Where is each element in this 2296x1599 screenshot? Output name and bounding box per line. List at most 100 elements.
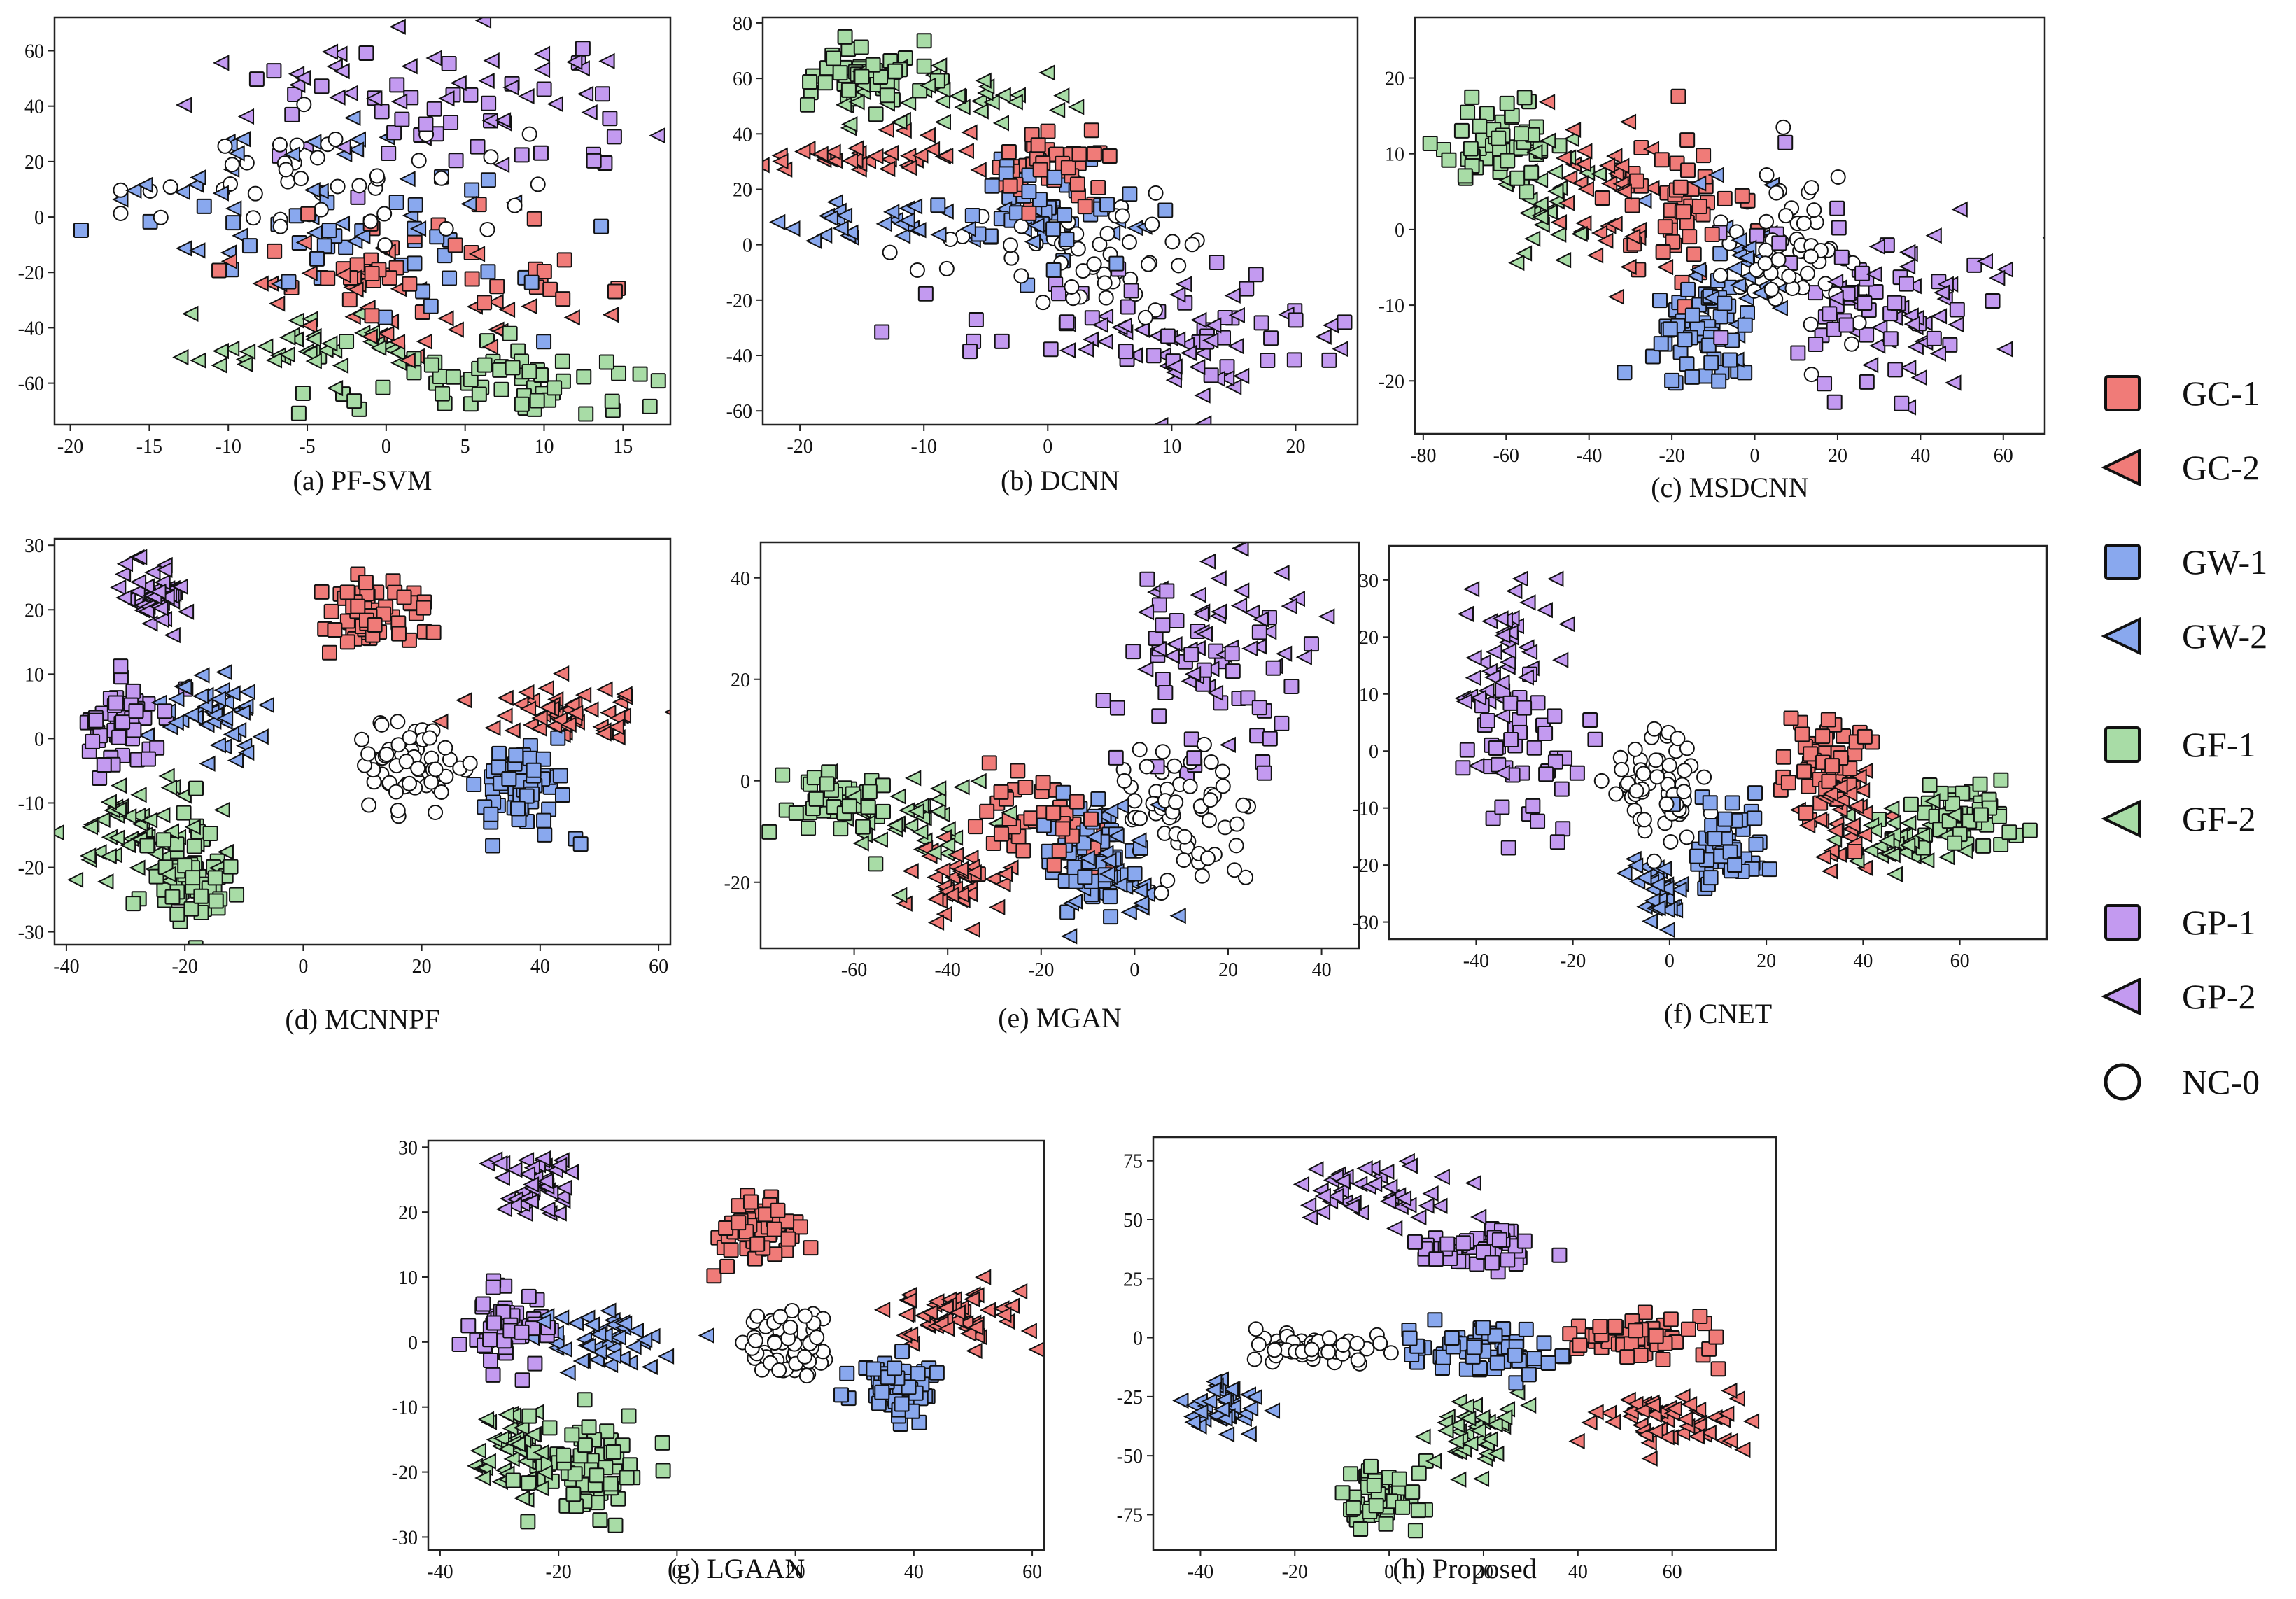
point-gf-1 — [477, 357, 493, 373]
point-gp-2 — [1467, 757, 1485, 775]
point-gc-2 — [1575, 156, 1591, 173]
point-gc-1 — [396, 589, 412, 605]
point-gf-1 — [799, 97, 815, 113]
point-gp-2 — [1506, 582, 1523, 600]
point-gc-2 — [1728, 1390, 1745, 1407]
point-gw-2 — [460, 195, 477, 212]
point-gc-1 — [1717, 190, 1733, 206]
point-gc-1 — [1691, 198, 1707, 214]
point-gc-1 — [1676, 204, 1692, 220]
point-gp-2 — [566, 54, 583, 71]
point-nc-0 — [1202, 812, 1218, 829]
y-tick-label: 30 — [24, 535, 44, 557]
point-gf-2 — [239, 343, 256, 360]
point-gc-2 — [1656, 259, 1674, 276]
point-nc-0 — [1176, 852, 1192, 868]
point-gw-2 — [1616, 865, 1633, 882]
y-tick-label: 75 — [1123, 1151, 1143, 1173]
point-gp-2 — [1232, 542, 1249, 557]
point-gc-2 — [995, 1306, 1012, 1323]
point-gc-2 — [1641, 1450, 1658, 1467]
point-nc-0 — [1153, 885, 1169, 901]
point-gp-2 — [1250, 638, 1267, 655]
point-gf-2 — [184, 819, 201, 836]
legend-item-gf-2: GF-2 — [2101, 799, 2256, 838]
point-gf-2 — [513, 1419, 530, 1436]
point-gw-2 — [657, 1348, 675, 1365]
point-gc-1 — [1045, 805, 1062, 821]
points-group — [763, 29, 1353, 425]
point-gp-2 — [1381, 1178, 1398, 1195]
point-gf-2 — [129, 859, 146, 876]
point-gc-2 — [772, 153, 789, 170]
point-nc-0 — [376, 206, 393, 222]
panel-title: (f) CNET — [1664, 998, 1772, 1029]
point-gf-1 — [445, 369, 461, 385]
point-gc-1 — [979, 803, 995, 819]
point-nc-0 — [1246, 1351, 1262, 1367]
point-gp-2 — [1989, 269, 2006, 286]
point-nc-0 — [797, 1308, 813, 1324]
x-tick-label: 10 — [534, 436, 554, 458]
point-gp-1 — [1587, 731, 1603, 747]
point-gp-2 — [331, 45, 348, 62]
point-nc-0 — [293, 171, 309, 187]
point-gf-2 — [477, 1411, 495, 1428]
point-gf-2 — [172, 348, 189, 366]
point-gp-2 — [533, 62, 551, 78]
point-gp-2 — [518, 87, 535, 105]
point-nc-0 — [296, 97, 312, 113]
point-nc-0 — [1648, 752, 1664, 768]
point-gw-1 — [554, 787, 570, 803]
point-gf-2 — [509, 1436, 526, 1453]
point-gf-1 — [1411, 1465, 1427, 1481]
point-gw-2 — [1658, 901, 1675, 919]
point-gw-2 — [894, 227, 911, 244]
point-gp-2 — [1194, 387, 1211, 404]
point-gp-2 — [1500, 654, 1516, 670]
point-gp-2 — [493, 157, 510, 174]
point-gf-2 — [1068, 99, 1085, 115]
point-gc-2 — [1831, 778, 1848, 795]
point-gf-2 — [1924, 793, 1941, 810]
point-gf-1 — [655, 1463, 671, 1479]
plot-frame — [759, 541, 1360, 950]
y-tick-label: -20 — [18, 262, 44, 284]
point-nc-0 — [1796, 216, 1812, 232]
point-gp-1 — [386, 125, 402, 141]
legend-item-gw-2: GW-2 — [2101, 617, 2267, 656]
point-gw-1 — [535, 751, 551, 767]
point-nc-0 — [1778, 208, 1794, 224]
point-gw-1 — [281, 274, 297, 290]
legend-item-gw-1: GW-1 — [2104, 542, 2267, 582]
point-gp-1 — [1894, 395, 1910, 411]
point-gp-2 — [1244, 604, 1260, 621]
point-gw-2 — [910, 222, 927, 239]
point-gp-2 — [289, 76, 306, 93]
point-gp-2 — [425, 50, 442, 66]
panel-title: (b) DCNN — [1001, 465, 1120, 496]
point-gp-1 — [1555, 821, 1571, 837]
point-gp-2 — [116, 556, 134, 572]
x-tick-label: -60 — [841, 959, 867, 981]
point-nc-0 — [1267, 1342, 1283, 1358]
point-gf-1 — [1519, 184, 1535, 200]
y-tick-label: -40 — [726, 346, 752, 367]
point-gp-1 — [1949, 302, 1965, 318]
point-gf-1 — [1472, 118, 1488, 134]
point-gf-2 — [954, 99, 971, 115]
point-gp-2 — [333, 62, 350, 80]
point-gc-2 — [902, 863, 919, 880]
point-gp-2 — [1866, 266, 1882, 283]
x-tick-label: 20 — [1218, 959, 1238, 981]
point-gf-2 — [949, 87, 966, 104]
point-gc-2 — [1647, 1423, 1663, 1440]
point-gc-2 — [1841, 785, 1858, 803]
point-gc-2 — [388, 334, 406, 351]
point-gc-1 — [211, 262, 227, 279]
y-tick-label: 0 — [408, 1332, 418, 1354]
point-gp-2 — [550, 1205, 567, 1222]
point-gw-2 — [1108, 828, 1125, 845]
point-gp-2 — [110, 579, 127, 596]
point-gp-2 — [1115, 317, 1132, 334]
